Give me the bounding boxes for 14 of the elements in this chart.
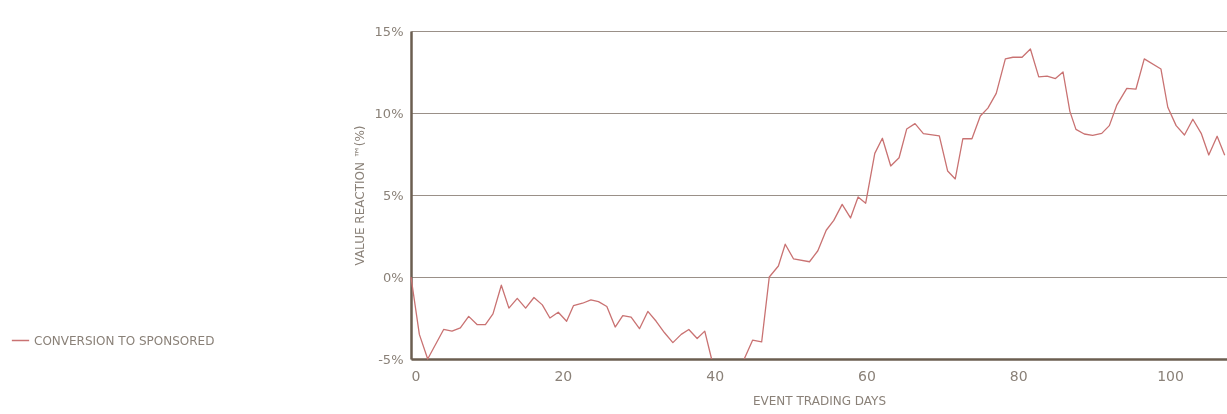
y-axis-title: VALUE REACTION ™(%)	[352, 125, 367, 266]
y-tick-label: 10%	[374, 105, 404, 121]
x-tick-label: 40	[706, 367, 725, 384]
y-tick-label: 15%	[374, 23, 404, 39]
x-tick-label: 20	[554, 367, 573, 384]
x-tick-label: 60	[858, 367, 876, 384]
y-tick-label: 0%	[382, 269, 404, 285]
x-tick-label: 80	[1009, 367, 1028, 384]
x-tick-label: 100	[1157, 367, 1184, 384]
y-tick-label: 5%	[382, 187, 404, 203]
legend-label: CONVERSION TO SPONSORED	[34, 333, 215, 348]
y-tick-label: -5%	[378, 351, 404, 367]
x-tick-label: 0	[411, 367, 421, 384]
x-axis-title: EVENT TRADING DAYS	[752, 393, 887, 408]
